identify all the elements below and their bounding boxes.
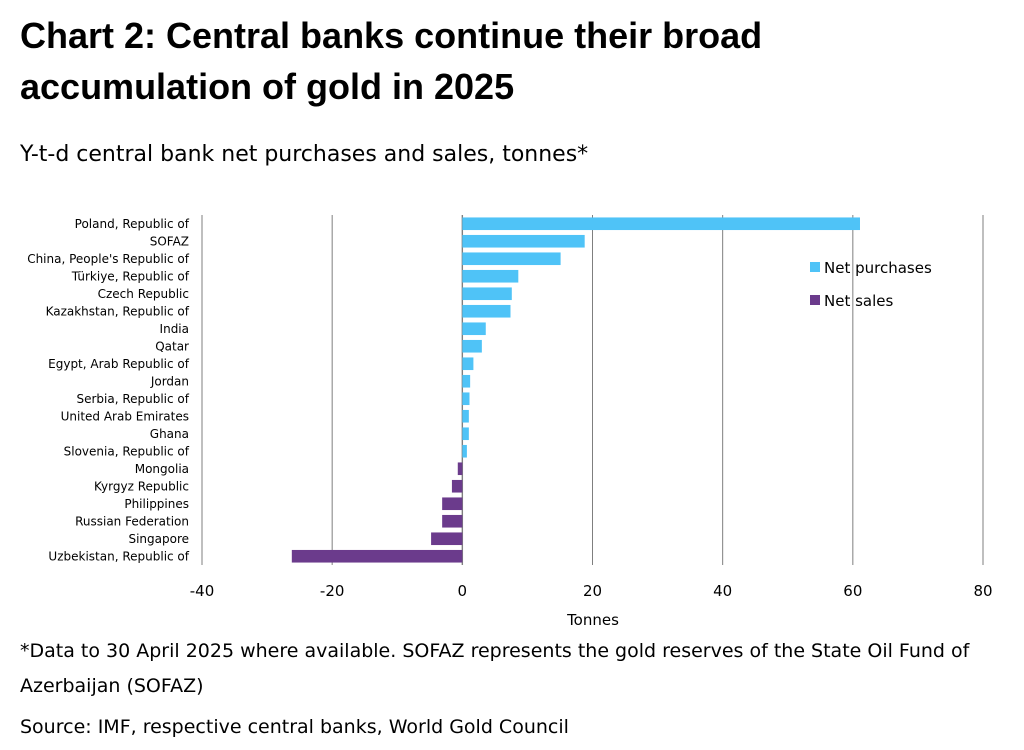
x-tick-label: 0 [458, 582, 468, 600]
bar [462, 392, 470, 406]
bars [291, 217, 860, 563]
chart-title: Chart 2: Central banks continue their br… [20, 15, 763, 107]
bar [462, 322, 486, 336]
x-axis-label: Tonnes [566, 611, 619, 629]
category-label: Philippines [124, 497, 189, 511]
category-label: Slovenia, Republic of [64, 444, 190, 458]
legend-swatch-net-purchases [810, 262, 820, 272]
category-label: Egypt, Arab Republic of [48, 357, 190, 371]
source-note: Source: IMF, respective central banks, W… [20, 716, 569, 738]
category-label: Singapore [128, 532, 189, 546]
bar [431, 532, 463, 546]
category-label: Poland, Republic of [75, 217, 190, 231]
bar [291, 549, 463, 563]
x-tick-label: -20 [320, 582, 345, 600]
bar [462, 252, 561, 266]
category-label: Qatar [155, 339, 189, 353]
category-label: India [160, 322, 189, 336]
category-labels: Poland, Republic of SOFAZ China, People's … [27, 217, 190, 564]
category-label: SOFAZ [150, 234, 189, 248]
legend-label-net-sales: Net sales [824, 292, 894, 310]
category-label: United Arab Emirates [61, 409, 189, 423]
bar [462, 339, 482, 353]
bar-chart: Poland, Republic of SOFAZ China, People's … [27, 215, 993, 629]
x-tick-label: -40 [190, 582, 215, 600]
category-label: Ghana [150, 427, 189, 441]
category-label: Jordan [150, 374, 189, 388]
category-label: Uzbekistan, Republic of [48, 549, 189, 563]
x-tick-label: 40 [713, 582, 732, 600]
bar [462, 304, 511, 318]
bar [462, 444, 467, 458]
x-tick-label: 20 [583, 582, 602, 600]
bar [457, 462, 463, 476]
x-tick-labels: -40 -20 0 20 40 60 80 [190, 582, 993, 600]
legend-label-net-purchases: Net purchases [824, 259, 932, 277]
bar [462, 287, 512, 301]
x-tick-label: 60 [843, 582, 862, 600]
footnote: *Data to 30 April 2025 where available. … [20, 640, 970, 697]
category-label: Türkiye, Republic of [71, 269, 190, 283]
bar [462, 357, 474, 371]
x-tick-label: 80 [973, 582, 992, 600]
category-label: China, People's Republic of [27, 252, 190, 266]
legend-swatch-net-sales [810, 295, 820, 305]
chart-subtitle: Y-t-d central bank net purchases and sal… [20, 142, 589, 167]
bar [462, 409, 469, 423]
bar [442, 497, 463, 511]
legend: Net purchases Net sales [810, 259, 932, 310]
bar [462, 269, 519, 283]
bar [462, 217, 860, 231]
bar [462, 374, 471, 388]
category-label: Kazakhstan, Republic of [46, 304, 190, 318]
category-label: Kyrgyz Republic [94, 479, 189, 493]
category-label: Czech Republic [98, 287, 189, 301]
category-label: Serbia, Republic of [76, 392, 189, 406]
bar [462, 427, 469, 441]
bar [462, 234, 585, 248]
bar [442, 514, 463, 528]
bar [451, 479, 463, 493]
category-label: Russian Federation [75, 514, 189, 528]
category-label: Mongolia [135, 462, 189, 476]
